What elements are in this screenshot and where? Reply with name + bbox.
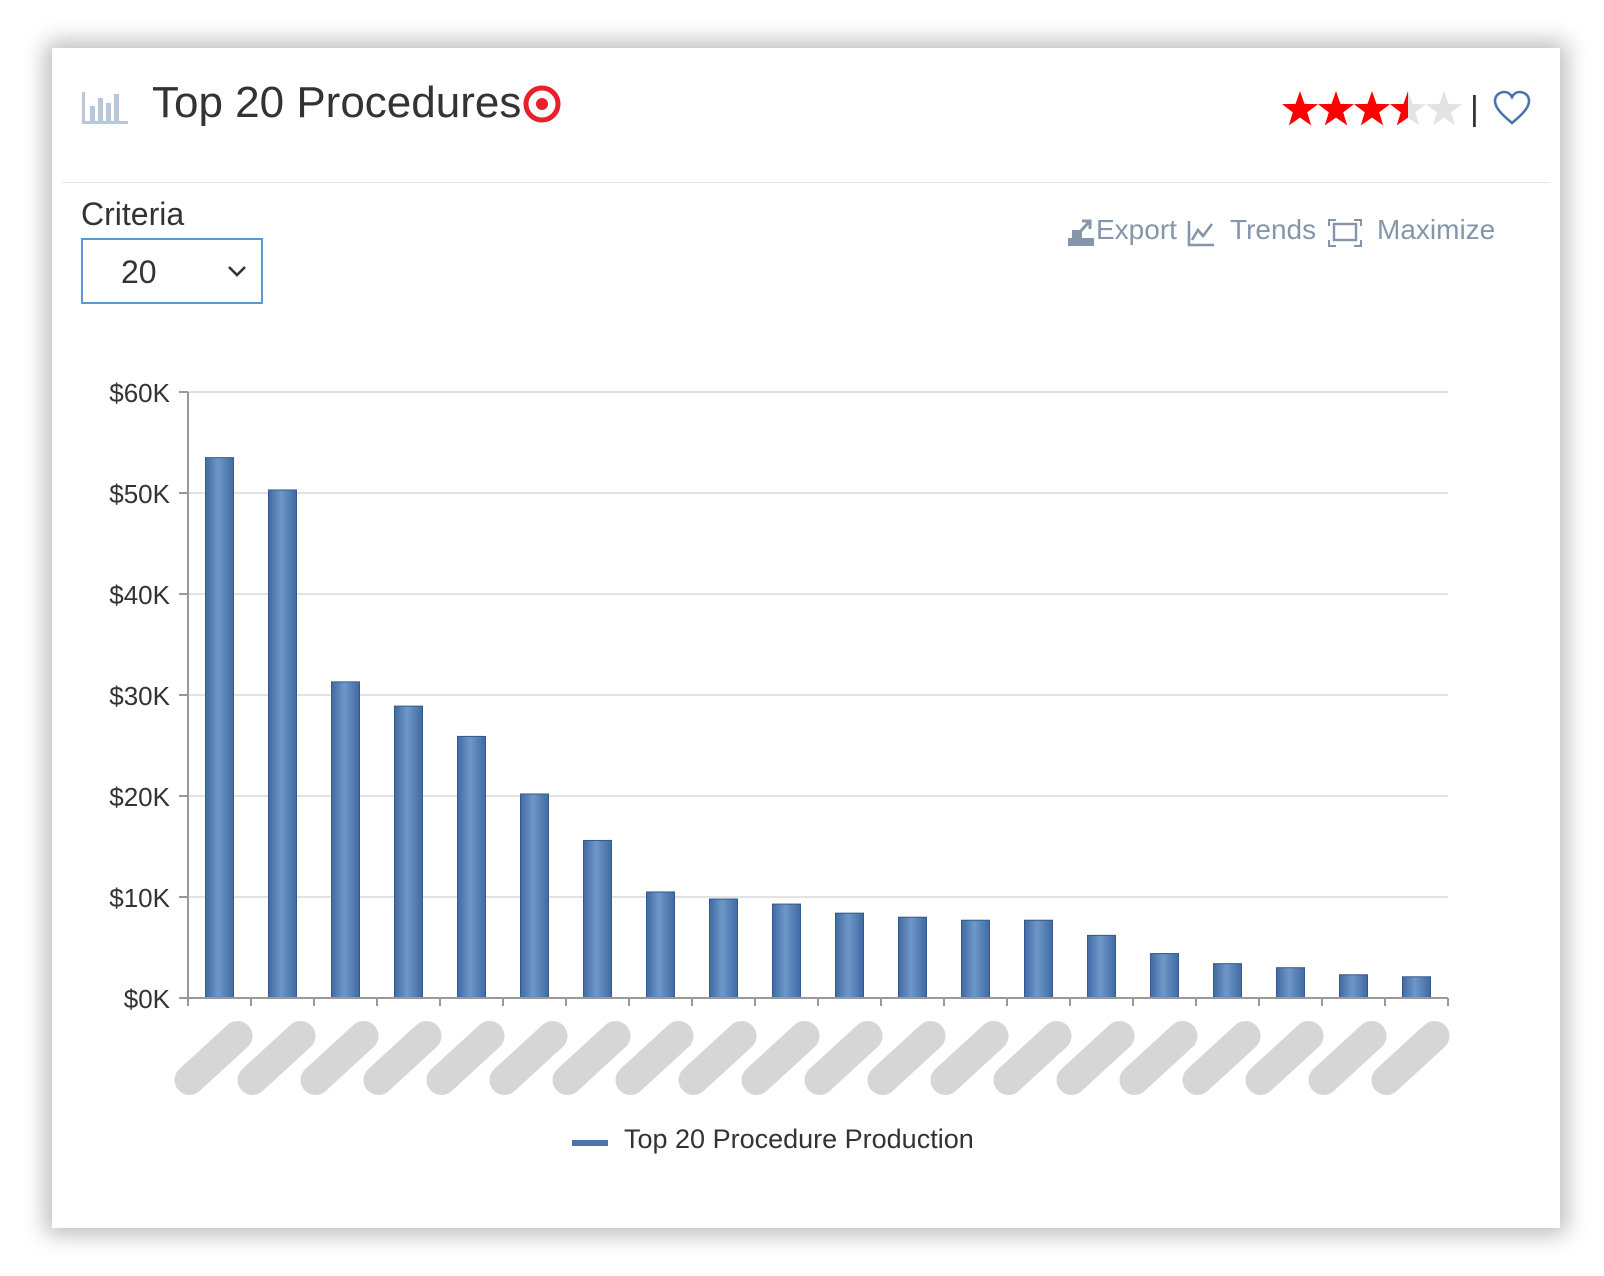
bar[interactable] <box>457 735 486 999</box>
y-axis-label: $30K <box>109 681 170 711</box>
x-axis-label-redacted <box>615 1021 694 1095</box>
bar[interactable] <box>835 912 864 999</box>
bar[interactable] <box>1024 919 1053 999</box>
heart-icon[interactable] <box>1492 90 1532 126</box>
bar-chart: $0K $10K $20K $30K $40K $50K $60K <box>109 378 1450 1095</box>
bar[interactable] <box>1150 953 1179 999</box>
bar[interactable] <box>1402 976 1431 999</box>
x-axis-label-redacted <box>552 1021 631 1095</box>
widget-title: Top 20 Procedures <box>152 78 522 127</box>
x-axis-label-redacted <box>1308 1021 1387 1095</box>
legend-label: Top 20 Procedure Production <box>624 1124 974 1154</box>
y-axis-label: $20K <box>109 782 170 812</box>
separator: | <box>1470 90 1479 128</box>
x-axis-label-redacted <box>489 1021 568 1095</box>
x-axis-label-redacted <box>1371 1021 1450 1095</box>
x-axis-label-redacted <box>678 1021 757 1095</box>
x-axis-label-redacted <box>363 1021 442 1095</box>
bar[interactable] <box>1276 967 1305 999</box>
x-axis-label-redacted <box>1182 1021 1261 1095</box>
rating-star[interactable] <box>1389 91 1427 126</box>
maximize-icon <box>1328 219 1362 247</box>
rating-star[interactable] <box>1317 91 1355 126</box>
x-axis-label-redacted <box>426 1021 505 1095</box>
legend-swatch <box>572 1140 608 1146</box>
x-axis-label-redacted <box>741 1021 820 1095</box>
x-axis-label-redacted <box>1245 1021 1324 1095</box>
bar[interactable] <box>520 793 549 999</box>
rating-star[interactable] <box>1282 91 1319 126</box>
chevron-down-icon <box>228 266 246 277</box>
star-rating[interactable] <box>1282 90 1474 130</box>
maximize-button[interactable]: Maximize <box>1327 214 1497 254</box>
bar[interactable] <box>268 489 297 999</box>
export-button[interactable]: Export <box>1066 214 1177 254</box>
header-divider <box>62 182 1550 183</box>
criteria-select-value: 20 <box>121 254 157 290</box>
target-icon[interactable] <box>522 84 562 124</box>
x-axis-label-redacted <box>174 1021 253 1095</box>
x-axis-label-redacted <box>300 1021 379 1095</box>
bar[interactable] <box>646 891 675 999</box>
y-axis-label: $0K <box>124 984 171 1014</box>
bar[interactable] <box>772 903 801 999</box>
bar[interactable] <box>709 898 738 999</box>
x-axis-label-redacted <box>1056 1021 1135 1095</box>
y-axis-label: $60K <box>109 378 170 408</box>
bar[interactable] <box>394 705 423 999</box>
bar[interactable] <box>331 681 360 999</box>
y-axis-label: $10K <box>109 883 170 913</box>
export-icon <box>1068 219 1094 246</box>
trends-button[interactable]: Trends <box>1186 214 1316 254</box>
rating-star[interactable] <box>1425 91 1463 126</box>
x-axis-label-redacted <box>1119 1021 1198 1095</box>
widget-card: Top 20 Procedures | Criteria 20 Export <box>52 48 1560 1228</box>
x-axis-label-redacted <box>804 1021 883 1095</box>
trends-icon <box>1187 221 1214 247</box>
widget-header: Top 20 Procedures | <box>52 48 1560 183</box>
trends-label: Trends <box>1230 214 1317 245</box>
export-label: Export <box>1096 214 1177 245</box>
criteria-label: Criteria <box>81 196 185 232</box>
x-axis-label-redacted <box>237 1021 316 1095</box>
rating-star[interactable] <box>1353 91 1391 126</box>
y-axis-label: $40K <box>109 580 170 610</box>
bar[interactable] <box>1213 963 1242 999</box>
bar[interactable] <box>1087 934 1116 999</box>
bar[interactable] <box>961 919 990 999</box>
y-axis-label: $50K <box>109 479 170 509</box>
criteria-select[interactable]: 20 <box>81 238 263 304</box>
maximize-label: Maximize <box>1377 214 1496 245</box>
bar[interactable] <box>205 457 234 999</box>
bar[interactable] <box>583 839 612 999</box>
x-axis-label-redacted <box>993 1021 1072 1095</box>
bar[interactable] <box>1339 974 1368 999</box>
x-axis-label-redacted <box>867 1021 946 1095</box>
x-axis-label-redacted <box>930 1021 1009 1095</box>
bar[interactable] <box>898 916 927 999</box>
bar-chart-icon <box>82 92 128 124</box>
